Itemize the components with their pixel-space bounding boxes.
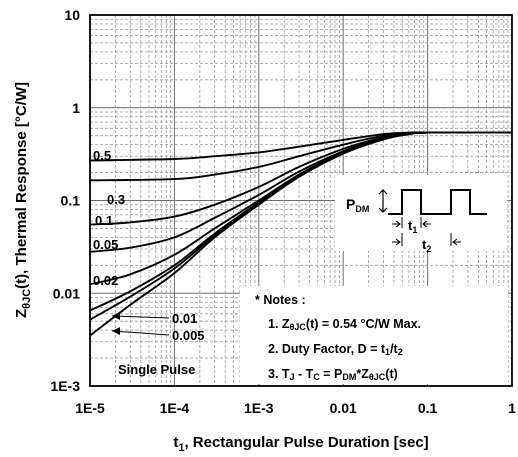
note-line-1: 1. ZθJC(t) = 0.54 °C/W Max. [268, 317, 421, 332]
y-tick-label: 1E-3 [50, 378, 80, 394]
label-0-5: 0.5 [93, 148, 111, 163]
note-line-2: 2. Duty Factor, D = t1/t2 [268, 342, 403, 357]
t2-label: t2 [422, 237, 431, 254]
y-tick-label: 0.01 [53, 285, 80, 301]
t2-dim-marks [392, 233, 461, 246]
note-line-3: 3. TJ - TC = PDM*ZθJC(t) [268, 367, 398, 382]
callout-0-01 [111, 315, 170, 319]
pdm-arrow [378, 189, 388, 213]
label-0-02: 0.02 [93, 273, 118, 288]
callout-0-005 [111, 330, 170, 336]
pdm-label: PDM [346, 196, 369, 214]
label-0-01: 0.01 [172, 311, 197, 326]
x-tick-label: 0.1 [418, 400, 438, 416]
notes-background [240, 286, 508, 384]
notes-title: * Notes : [255, 293, 306, 307]
label-0-1: 0.1 [95, 213, 113, 228]
notes-box: * Notes : 1. ZθJC(t) = 0.54 °C/W Max. 2.… [240, 286, 508, 384]
y-axis-title: ZθJC(t), Thermal Response [°C/W] [13, 82, 33, 318]
curve-labels: 0.5 0.3 0.1 0.05 0.02 0.01 0.005 Single Pulse [93, 148, 205, 377]
callout-lines [111, 312, 170, 336]
series-curves [89, 131, 513, 337]
y-tick-label: 10 [64, 7, 80, 23]
x-tick-label: 0.01 [330, 400, 357, 416]
pulse-inset: PDM t1 t2 [335, 175, 507, 254]
y-tick-label: 0.1 [61, 193, 81, 209]
x-axis-title: t1, Rectangular Pulse Duration [sec] [173, 434, 428, 454]
t1-dim-marks [392, 217, 431, 228]
t1-label: t1 [408, 218, 417, 235]
x-tick-label: 1E-4 [160, 400, 190, 416]
x-tick-label: 1E-5 [75, 400, 105, 416]
curve-single-pulse [89, 131, 513, 337]
label-0-3: 0.3 [107, 192, 125, 207]
callout-arrow-0-01 [112, 312, 120, 320]
plot-frame [89, 14, 513, 387]
pulse-train [388, 189, 487, 215]
y-tick-label: 1 [72, 100, 80, 116]
x-tick-label: 1 [508, 400, 516, 416]
label-0-005: 0.005 [172, 328, 205, 343]
callout-arrow-0-005 [112, 327, 120, 335]
label-0-05: 0.05 [93, 237, 118, 252]
label-single-pulse: Single Pulse [118, 362, 195, 377]
tick-labels: 1E-5 1E-4 1E-3 0.01 0.1 1 1E-3 0.01 0.1 1 10 [50, 7, 516, 416]
x-tick-label: 1E-3 [244, 400, 274, 416]
